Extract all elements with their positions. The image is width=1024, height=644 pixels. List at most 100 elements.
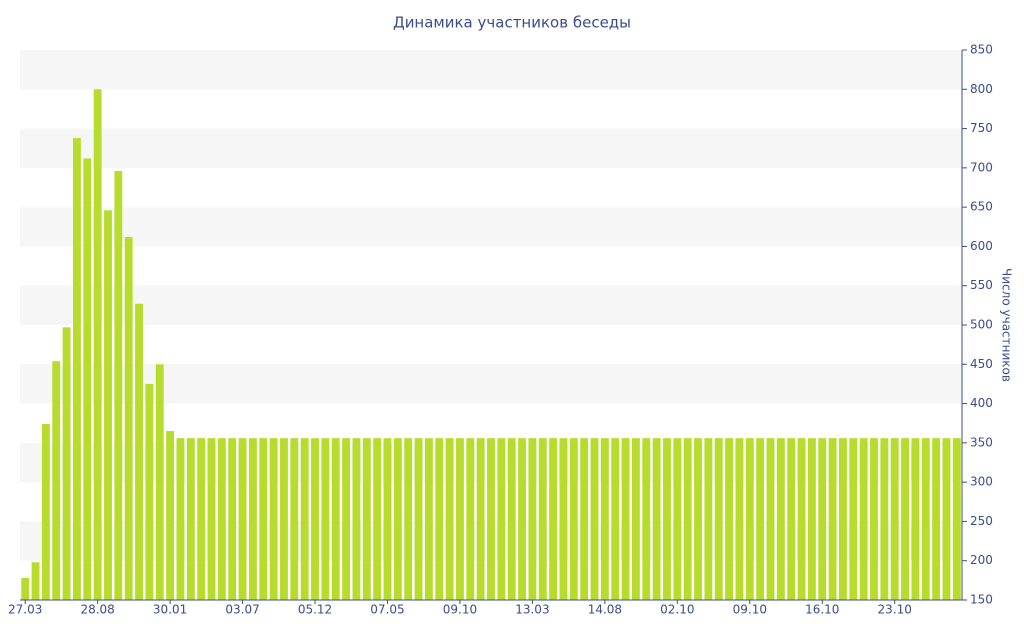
bar — [538, 438, 547, 600]
bar — [683, 438, 692, 600]
grid-band — [20, 207, 962, 247]
bar — [828, 438, 837, 600]
bar — [590, 438, 599, 600]
bar — [859, 438, 868, 600]
y-tick-label: 700 — [970, 160, 993, 174]
bar — [642, 438, 651, 600]
bar — [311, 438, 319, 600]
bar — [31, 562, 40, 600]
bar — [631, 438, 640, 600]
bar — [300, 438, 309, 600]
y-tick-label: 550 — [970, 278, 993, 292]
bar — [124, 237, 133, 600]
bar — [41, 424, 50, 600]
x-tick-label: 16.10 — [805, 603, 839, 617]
bar — [248, 438, 257, 600]
bar — [445, 438, 454, 600]
bar — [942, 438, 951, 600]
y-tick-label: 150 — [970, 593, 993, 607]
bar — [52, 361, 61, 600]
bar — [580, 438, 589, 600]
x-tick-label: 27.03 — [8, 603, 42, 617]
bar — [611, 438, 620, 600]
bar — [787, 438, 796, 600]
x-tick-label: 02.10 — [660, 603, 694, 617]
bar — [559, 438, 568, 600]
x-tick-label: 14.08 — [588, 603, 622, 617]
bar — [207, 438, 216, 600]
bar — [745, 438, 754, 600]
bar — [62, 327, 71, 600]
bar — [921, 438, 930, 600]
bar — [663, 438, 671, 600]
x-tick-label: 28.08 — [80, 603, 114, 617]
y-tick-label: 350 — [970, 435, 993, 449]
y-tick-label: 500 — [970, 318, 993, 332]
grid-band — [20, 285, 962, 325]
x-tick-label: 09.10 — [733, 603, 767, 617]
bar — [114, 171, 123, 600]
y-tick-label: 850 — [970, 43, 993, 57]
y-tick-label: 750 — [970, 121, 993, 135]
x-tick-label: 30.01 — [153, 603, 187, 617]
bar — [197, 438, 206, 600]
x-tick-label: 23.10 — [878, 603, 912, 617]
bar — [901, 438, 909, 600]
bar — [487, 438, 495, 600]
y-tick-label: 450 — [970, 357, 993, 371]
y-tick-label: 600 — [970, 239, 993, 253]
bar — [880, 438, 889, 600]
bar — [321, 438, 330, 600]
bar — [839, 438, 847, 600]
bar — [807, 438, 816, 600]
bar — [507, 438, 516, 600]
bar — [766, 438, 775, 600]
bar — [518, 438, 526, 600]
bar — [932, 438, 941, 600]
bar — [725, 438, 734, 600]
bar — [497, 438, 506, 600]
grid-band — [20, 50, 962, 90]
grid-band — [20, 364, 962, 404]
y-tick-label: 300 — [970, 475, 993, 489]
x-tick-label: 09.10 — [443, 603, 477, 617]
y-tick-label: 650 — [970, 200, 993, 214]
bar — [652, 438, 661, 600]
bar — [259, 438, 268, 600]
bar — [424, 438, 433, 600]
bar — [383, 438, 392, 600]
bar — [290, 438, 299, 600]
bar — [849, 438, 858, 600]
bar — [818, 438, 827, 600]
bar — [414, 438, 423, 600]
bar — [890, 438, 899, 600]
bar — [186, 438, 195, 600]
bar — [83, 158, 92, 600]
bar — [673, 438, 682, 600]
bar — [621, 438, 630, 600]
bar — [104, 210, 112, 601]
bar — [870, 438, 878, 600]
bar — [435, 438, 444, 600]
y-axis-label: Число участников — [1000, 268, 1014, 382]
bar — [166, 431, 175, 600]
bar — [694, 438, 702, 600]
bar — [952, 438, 961, 600]
bar — [93, 89, 102, 601]
bar — [528, 438, 537, 600]
bar — [352, 438, 361, 600]
bar — [228, 438, 237, 600]
bar — [217, 438, 226, 600]
y-tick-label: 400 — [970, 396, 993, 410]
bar — [280, 438, 288, 600]
x-tick-label: 13.03 — [515, 603, 549, 617]
bar — [776, 438, 785, 600]
bar — [155, 364, 164, 600]
bar — [176, 438, 185, 600]
bar — [456, 438, 464, 600]
bar — [362, 438, 371, 600]
bar — [735, 438, 744, 600]
bar — [704, 438, 713, 600]
bar — [331, 438, 340, 600]
